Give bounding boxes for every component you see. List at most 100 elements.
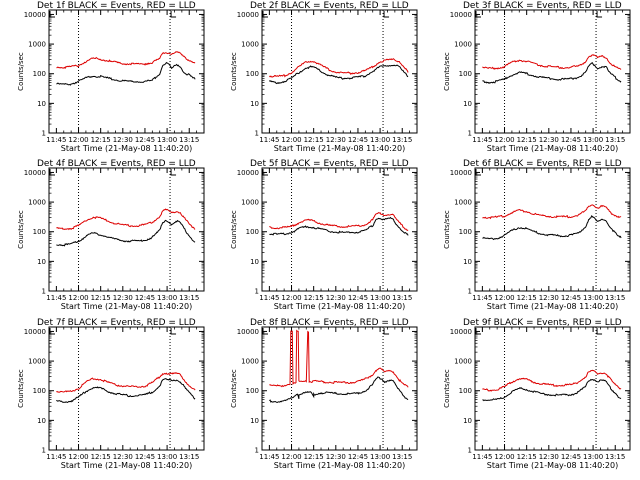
x-tick-label: 13:00 <box>157 294 177 302</box>
plot-frame <box>474 167 631 292</box>
y-tick-label: 100 <box>246 70 259 78</box>
x-tick-label: 12:30 <box>113 294 133 302</box>
y-tick-label: 100 <box>459 387 472 395</box>
x-tick-label: 12:30 <box>539 136 559 144</box>
x-tick-label: 13:15 <box>605 453 625 461</box>
x-tick-label: 12:00 <box>494 136 514 144</box>
y-tick-label: 1 <box>255 288 259 296</box>
plot-frame <box>48 326 205 451</box>
y-tick-label: 100 <box>33 387 46 395</box>
interval-marker <box>596 11 603 18</box>
y-axis-label: Counts/sec <box>443 369 451 408</box>
y-axis-label: Counts/sec <box>230 369 238 408</box>
x-tick-label: 12:30 <box>326 453 346 461</box>
y-tick-label: 1000 <box>454 199 472 207</box>
y-tick-label: 10000 <box>24 328 46 336</box>
y-tick-label: 1 <box>255 447 259 455</box>
x-axis-label: Start Time (21-May-08 11:40:20) <box>274 302 405 311</box>
x-tick-label: 12:30 <box>113 453 133 461</box>
x-axis-label: Start Time (21-May-08 11:40:20) <box>61 144 192 153</box>
x-tick-label: 12:00 <box>68 294 88 302</box>
x-tick-label: 12:00 <box>68 136 88 144</box>
x-axis-label: Start Time (21-May-08 11:40:20) <box>274 144 405 153</box>
y-tick-label: 100 <box>459 70 472 78</box>
chart-panel-6: Det 6f BLACK = Events, RED = LLD 11:45 12:… <box>443 159 631 311</box>
panel-title: Det 6f BLACK = Events, RED = LLD <box>463 159 622 169</box>
interval-marker <box>170 169 177 176</box>
panel-title: Det 1f BLACK = Events, RED = LLD <box>37 1 196 11</box>
x-tick-label: 12:45 <box>135 453 155 461</box>
plot-frame <box>48 9 205 134</box>
y-tick-label: 1 <box>42 288 46 296</box>
x-tick-label: 13:15 <box>179 453 199 461</box>
x-tick-label: 12:15 <box>517 453 537 461</box>
panel-title: Det 7f BLACK = Events, RED = LLD <box>37 318 196 328</box>
x-axis-label: Start Time (21-May-08 11:40:20) <box>487 302 618 311</box>
interval-marker <box>170 328 177 335</box>
y-tick-label: 10 <box>250 258 259 266</box>
y-axis-label: Counts/sec <box>17 369 25 408</box>
x-tick-label: 12:45 <box>561 294 581 302</box>
x-tick-label: 13:15 <box>392 136 412 144</box>
x-tick-label: 12:30 <box>326 136 346 144</box>
x-tick-label: 13:15 <box>392 294 412 302</box>
y-tick-label: 1000 <box>241 199 259 207</box>
series-line-events <box>56 378 196 403</box>
series-line-events <box>482 378 622 402</box>
series-line-lld <box>269 329 409 388</box>
series-line-lld <box>56 372 196 393</box>
x-tick-label: 11:45 <box>472 294 492 302</box>
panel-title: Det 5f BLACK = Events, RED = LLD <box>250 159 409 169</box>
y-tick-label: 1000 <box>28 199 46 207</box>
x-tick-label: 12:30 <box>539 294 559 302</box>
series-line-lld <box>482 369 622 392</box>
y-tick-label: 1 <box>468 130 472 138</box>
y-tick-label: 1000 <box>454 358 472 366</box>
series-line-lld <box>56 51 196 70</box>
y-tick-label: 1000 <box>28 358 46 366</box>
x-tick-label: 13:00 <box>370 136 390 144</box>
x-tick-label: 11:45 <box>259 453 279 461</box>
x-tick-label: 12:45 <box>348 453 368 461</box>
y-tick-label: 1 <box>42 447 46 455</box>
interval-marker <box>383 169 390 176</box>
series-line-events <box>482 62 622 84</box>
x-tick-label: 13:15 <box>392 453 412 461</box>
series-line-events <box>482 215 622 241</box>
y-tick-label: 1000 <box>241 358 259 366</box>
x-tick-label: 13:00 <box>583 136 603 144</box>
y-tick-label: 1000 <box>241 41 259 49</box>
y-tick-label: 10 <box>250 100 259 108</box>
y-tick-label: 10000 <box>450 328 472 336</box>
x-axis-label: Start Time (21-May-08 11:40:20) <box>61 461 192 470</box>
x-axis-label: Start Time (21-May-08 11:40:20) <box>274 461 405 470</box>
y-tick-label: 1000 <box>28 41 46 49</box>
interval-marker <box>383 11 390 18</box>
x-tick-label: 12:45 <box>135 136 155 144</box>
x-tick-label: 12:15 <box>517 136 537 144</box>
y-tick-label: 10000 <box>237 11 259 19</box>
x-tick-label: 12:15 <box>91 136 111 144</box>
x-tick-label: 12:00 <box>281 453 301 461</box>
series-line-events <box>56 61 196 86</box>
panel-title: Det 9f BLACK = Events, RED = LLD <box>463 318 622 328</box>
x-tick-label: 13:00 <box>370 453 390 461</box>
y-tick-label: 10 <box>463 100 472 108</box>
y-tick-label: 10000 <box>24 11 46 19</box>
series-line-lld <box>269 211 409 231</box>
x-tick-label: 12:15 <box>91 294 111 302</box>
y-tick-label: 1 <box>468 288 472 296</box>
x-tick-label: 13:00 <box>370 294 390 302</box>
panel-title: Det 2f BLACK = Events, RED = LLD <box>250 1 409 11</box>
x-tick-label: 13:15 <box>179 294 199 302</box>
y-tick-label: 10 <box>463 258 472 266</box>
series-line-lld <box>482 204 622 220</box>
y-axis-label: Counts/sec <box>17 52 25 91</box>
x-tick-label: 12:45 <box>561 136 581 144</box>
